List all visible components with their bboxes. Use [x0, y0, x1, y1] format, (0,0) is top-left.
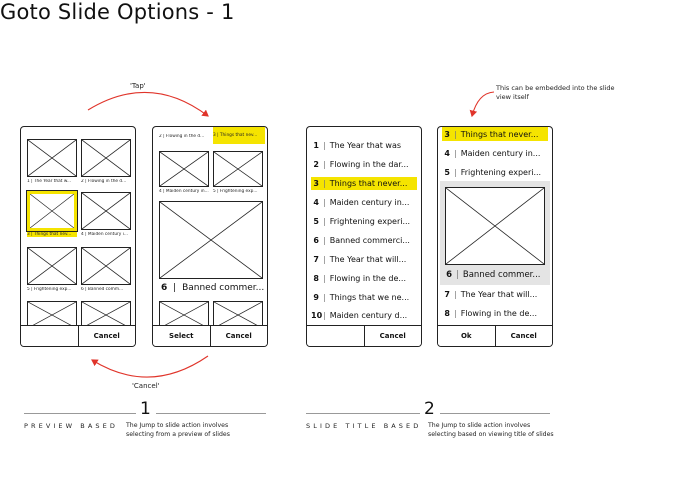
- list-item-previewed: 6 | Banned commer...: [446, 269, 541, 280]
- large-caption-num: 6: [161, 283, 168, 293]
- screen-preview-zoomed: 2 | Flowing in the d... 3 | Things that …: [152, 126, 268, 347]
- list-item[interactable]: 5 | Frightening experi...: [444, 168, 542, 177]
- cancel-arrow: [91, 355, 209, 378]
- softkey-bar: Cancel: [21, 325, 135, 346]
- embedded-preview-panel[interactable]: 6 | Banned commer...: [440, 181, 550, 285]
- list-item[interactable]: 4 | Maiden century in...: [444, 149, 541, 158]
- list-item[interactable]: 7 | The Year that will...: [313, 255, 407, 264]
- slide-thumb-5[interactable]: [213, 151, 263, 187]
- cancel-button[interactable]: Cancel: [209, 326, 268, 346]
- list-item[interactable]: 9 | Things that we ne...: [313, 293, 410, 302]
- slide-caption: 2 | Flowing in the d...: [159, 134, 205, 139]
- slide-thumb-3-selected[interactable]: [26, 190, 78, 232]
- embed-note: This can be embedded into the slide view…: [496, 84, 615, 101]
- list-item-selected[interactable]: 3 | Things that never...: [311, 177, 417, 190]
- slide-thumb-7[interactable]: [159, 301, 209, 329]
- slide-caption: 4 | Maiden century i...: [81, 232, 129, 237]
- slide-caption: 4 | Maiden century in...: [159, 189, 209, 194]
- select-button[interactable]: Select: [169, 332, 194, 340]
- list-item[interactable]: 4 | Maiden century in...: [313, 198, 410, 207]
- tap-label: 'Tap': [130, 82, 146, 90]
- slide-thumb-6-large[interactable]: [159, 201, 263, 279]
- list-item[interactable]: 1 | The Year that was: [313, 141, 402, 150]
- slide-thumb-6[interactable]: [81, 247, 131, 285]
- softkey-bar: Ok Cancel: [438, 325, 552, 346]
- page-title: Goto Slide Options - 1: [0, 0, 235, 24]
- list-item[interactable]: 2 | Flowing in the dar...: [313, 160, 409, 169]
- cancel-button[interactable]: Cancel: [77, 326, 136, 346]
- embedded-slide-preview: [445, 187, 545, 265]
- left-softkey[interactable]: [21, 326, 78, 346]
- softkey-bar: Select Cancel: [153, 325, 267, 346]
- section1-description: The Jump to slide action involves select…: [126, 422, 230, 438]
- slide-caption: 5 | Frightening exp...: [213, 189, 258, 194]
- slide-caption: 5 | Frightening exp...: [27, 287, 72, 292]
- screen-preview-grid: 1 | The Year that w... 2 | Flowing in th…: [20, 126, 136, 347]
- cancel-button[interactable]: Cancel: [363, 326, 422, 346]
- slide-thumb-2[interactable]: [81, 139, 131, 177]
- softkey-bar: Cancel: [307, 325, 421, 346]
- section2-heading: SLIDE TITLE BASED: [306, 422, 422, 430]
- slide-thumb-8[interactable]: [81, 301, 131, 329]
- section2-number: 2: [424, 399, 435, 419]
- section1-heading: PREVIEW BASED: [24, 422, 118, 430]
- slide-caption-selected: 3 | Things that nev...: [213, 127, 265, 144]
- note-arrow: [469, 91, 495, 118]
- list-item[interactable]: 7 | The Year that will...: [444, 290, 538, 299]
- section2-rule-left: [306, 413, 420, 414]
- list-item[interactable]: 8 | Flowing in the de...: [444, 309, 538, 318]
- screen-title-list: 1 | The Year that was 2 | Flowing in the dar…: [306, 126, 422, 347]
- list-item-selected[interactable]: 3 | Things that never...: [442, 127, 548, 141]
- slide-thumb-5[interactable]: [27, 247, 77, 285]
- list-item[interactable]: 8 | Flowing in the de...: [313, 274, 407, 283]
- list-item[interactable]: 6 | Banned commerci...: [313, 236, 410, 245]
- slide-caption: 6 | Banned comm...: [81, 287, 124, 292]
- section1-rule-left: [24, 413, 136, 414]
- cancel-button[interactable]: Cancel: [494, 326, 553, 346]
- slide-thumb-1[interactable]: [27, 139, 77, 177]
- slide-caption-selected: 3 | Things that nev...: [27, 232, 77, 237]
- section1-rule-right: [156, 413, 266, 414]
- slide-thumb-4[interactable]: [159, 151, 209, 187]
- section2-rule-right: [440, 413, 550, 414]
- ok-button[interactable]: Ok: [460, 332, 472, 340]
- section2-description: The Jump to slide action involves select…: [428, 422, 554, 438]
- tap-arrow: [87, 91, 209, 117]
- slide-caption: 1 | The Year that w...: [27, 179, 72, 184]
- section1-number: 1: [140, 399, 151, 419]
- large-caption: 6 | Banned commer...: [161, 283, 265, 293]
- list-item[interactable]: 10 | Maiden century d...: [311, 311, 408, 320]
- left-softkey[interactable]: [307, 326, 364, 346]
- large-caption-text: Banned commer...: [182, 283, 265, 293]
- cancel-label: 'Cancel': [132, 382, 160, 390]
- slide-caption: 2 | Flowing in the d...: [81, 179, 127, 184]
- list-item[interactable]: 5 | Frightening experi...: [313, 217, 411, 226]
- screen-title-list-preview: 3 | Things that never... 4 | Maiden century …: [437, 126, 553, 347]
- slide-thumb-4[interactable]: [81, 192, 131, 230]
